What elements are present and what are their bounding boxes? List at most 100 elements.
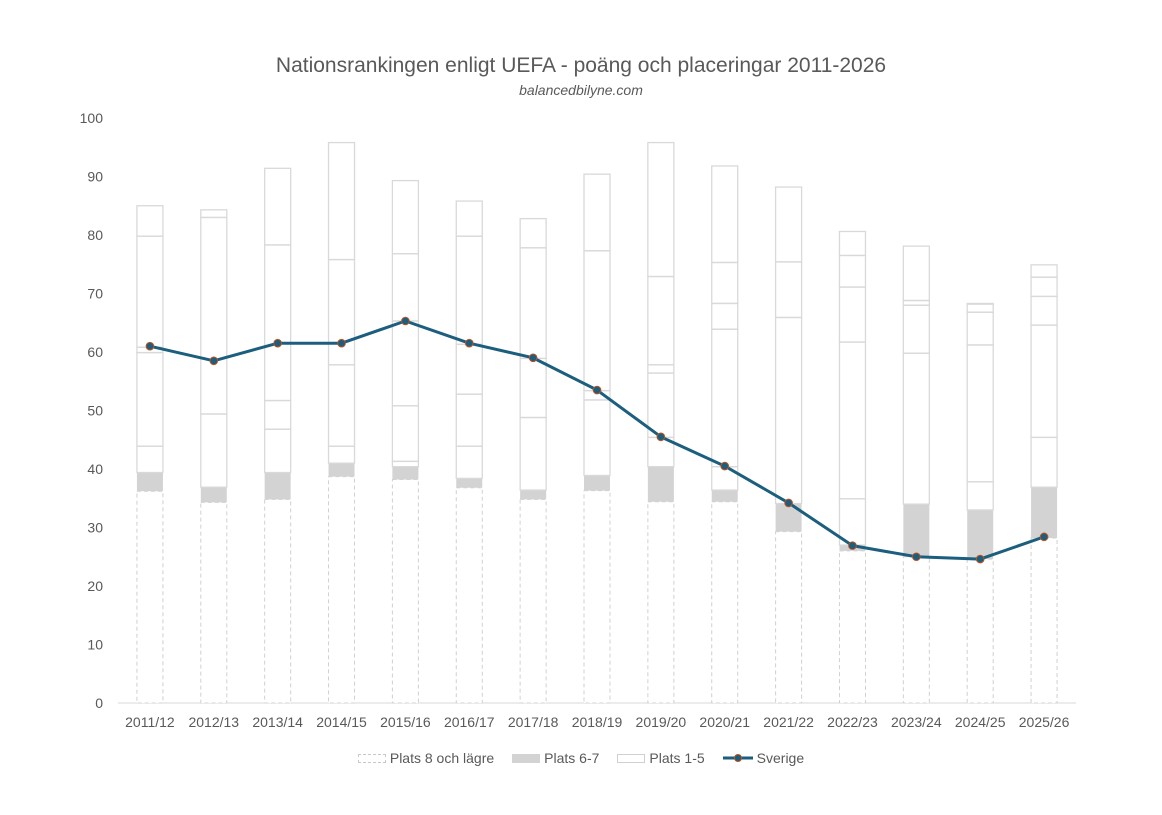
x-tick-label: 2023/24 [891, 714, 942, 730]
point-sverige [656, 432, 666, 442]
bar-plats-1-5-segment [966, 303, 994, 313]
bar-plats-1-5-segment [774, 261, 803, 319]
y-tick-label: 20 [87, 578, 103, 594]
bar-plats-1-5-segment [519, 416, 547, 491]
bar-plats-1-5-segment [838, 286, 867, 343]
bar-plats-6-7 [200, 487, 227, 503]
y-tick-label: 70 [87, 286, 103, 302]
bar-plats-8-och-lagre [583, 490, 611, 704]
bar-plats-6-7 [328, 463, 355, 477]
bar-plats-8-och-lagre [838, 550, 866, 704]
legend-swatch-grey [512, 753, 541, 763]
point-sverige [975, 554, 985, 564]
bar-plats-1-5-segment [455, 235, 483, 346]
legend-label: Sverige [756, 750, 805, 766]
point-sverige [401, 316, 410, 326]
y-tick-label: 10 [87, 637, 103, 653]
x-tick-label: 2020/21 [699, 714, 750, 730]
bar-plats-1-5-segment [902, 245, 930, 302]
bar-plats-1-5-segment [1030, 295, 1058, 326]
bar-plats-1-5-segment [136, 445, 164, 474]
bar-plats-1-5-segment [966, 481, 994, 511]
bar-plats-1-5-segment [136, 351, 164, 447]
bar-plats-1-5-segment [327, 258, 356, 366]
bar-plats-1-5-segment [391, 405, 420, 463]
legend-label: Plats 6-7 [544, 750, 600, 766]
x-tick-label: 2024/25 [955, 714, 1006, 730]
bar-plats-1-5-segment [711, 165, 739, 264]
bar-plats-6-7 [264, 472, 291, 500]
bar-plats-6-7 [392, 466, 419, 480]
point-sverige [784, 498, 793, 508]
bar-plats-1-5-segment [327, 364, 356, 447]
bar-plats-1-5-segment [647, 372, 675, 439]
point-sverige [1039, 532, 1049, 542]
bar-plats-6-7 [520, 490, 547, 500]
y-tick-label: 50 [87, 403, 103, 419]
bar-plats-8-och-lagre [391, 479, 419, 704]
point-sverige [337, 338, 346, 348]
bar-plats-1-5-segment [391, 253, 420, 322]
bar-plats-1-5-segment [200, 209, 228, 219]
bar-plats-6-7 [711, 490, 738, 502]
bar-plats-8-och-lagre [519, 498, 547, 704]
x-tick-label: 2012/13 [188, 714, 239, 730]
bar-plats-1-5-segment [455, 393, 483, 447]
legend-item-plats-1-5: Plats 1-5 [617, 750, 705, 766]
x-tick-label: 2016/17 [444, 714, 495, 730]
chart-subtitle: balancedbilyne.com [519, 82, 643, 98]
bar-plats-1-5-segment [902, 352, 930, 505]
bar-plats-8-och-lagre [264, 498, 292, 704]
bar-plats-8-och-lagre [775, 531, 803, 704]
point-sverige [528, 353, 538, 363]
point-sverige [720, 461, 730, 471]
bar-plats-1-5-segment [838, 230, 867, 257]
legend-line-marker [722, 754, 753, 762]
bar-plats-1-5-segment [455, 343, 483, 395]
y-tick-label: 30 [87, 520, 103, 536]
bar-plats-1-5-segment [264, 244, 292, 402]
bar-plats-1-5-segment [136, 205, 164, 237]
bar-plats-6-7 [903, 504, 930, 557]
bar-plats-1-5-segment [774, 316, 803, 505]
bar-plats-8-och-lagre [902, 556, 930, 704]
legend-label: Plats 8 och lägre [389, 750, 495, 766]
legend-swatch-white [617, 753, 646, 763]
bar-plats-1-5-segment [966, 311, 994, 346]
x-tick-label: 2015/16 [380, 714, 431, 730]
x-tick-label: 2013/14 [252, 714, 303, 730]
legend-item-plats-6-7: Plats 6-7 [512, 750, 599, 766]
legend-item-plats-8: Plats 8 och lägre [357, 750, 495, 766]
bar-plats-1-5-segment [455, 445, 483, 480]
bar-plats-8-och-lagre [1030, 537, 1058, 704]
bar-plats-1-5-segment [838, 254, 867, 288]
point-sverige [209, 356, 219, 366]
legend-item-sverige: Sverige [722, 750, 805, 766]
legend: Plats 8 och lägre Plats 6-7 Plats 1-5 Sv… [0, 750, 1162, 766]
bar-plats-1-5-segment [327, 445, 356, 464]
point-sverige [592, 385, 602, 395]
bar-plats-1-5-segment [264, 428, 292, 474]
bar-plats-1-5-segment [583, 173, 611, 252]
point-sverige [464, 338, 474, 348]
bar-plats-1-5-segment [391, 320, 420, 407]
x-tick-label: 2017/18 [508, 714, 559, 730]
bar-plats-1-5-segment [391, 179, 420, 255]
bar-plats-1-5-segment [711, 328, 739, 468]
bar-plats-8-och-lagre [711, 501, 739, 704]
bar-plats-1-5-segment [1030, 324, 1058, 439]
bar-plats-1-5-segment [966, 344, 994, 483]
bar-plats-8-och-lagre [136, 490, 164, 704]
bar-plats-6-7 [647, 466, 674, 502]
bar-plats-1-5-segment [583, 399, 611, 477]
bar-plats-1-5-segment [838, 341, 867, 500]
bar-plats-1-5-segment [1030, 436, 1058, 488]
legend-label: Plats 1-5 [649, 750, 705, 766]
x-tick-label: 2018/19 [572, 714, 623, 730]
bar-plats-1-5-segment [136, 235, 164, 348]
bar-plats-6-7 [136, 472, 163, 492]
bar-plats-6-7 [584, 475, 610, 491]
bar-plats-1-5-segment [711, 261, 739, 305]
bar-plats-1-5-segment [711, 302, 739, 330]
